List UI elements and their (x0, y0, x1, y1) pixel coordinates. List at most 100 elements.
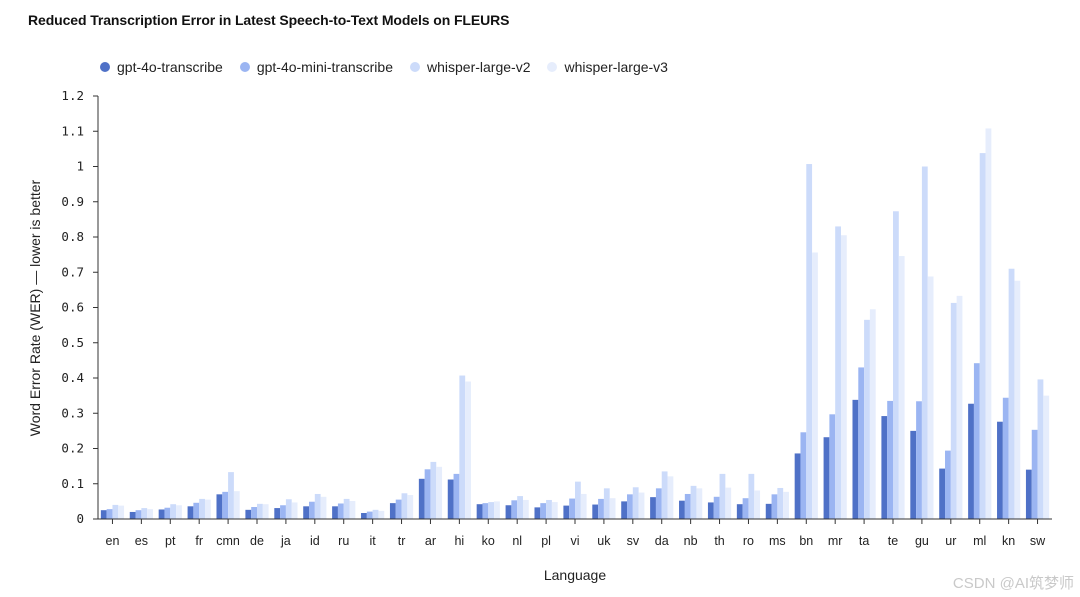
x-tick-label: tr (398, 534, 406, 548)
bar (361, 513, 367, 519)
bar (1025, 469, 1032, 519)
bar (997, 421, 1003, 519)
bar (916, 401, 922, 519)
bar (580, 493, 587, 519)
x-axis: en es pt fr cmn de ja id ru it tr ar hi ko nl pl vi uk sv d… (98, 518, 1052, 548)
y-tick-label: 0 (76, 511, 84, 526)
x-tick-label: cmn (216, 534, 240, 548)
bar (453, 473, 460, 519)
x-tick-label: ja (280, 534, 291, 548)
bar (332, 506, 338, 519)
bars (100, 128, 1050, 520)
bar (551, 502, 558, 519)
bar (603, 488, 610, 519)
bar (650, 497, 656, 519)
bar (661, 471, 668, 519)
bar (170, 504, 177, 519)
bar (719, 473, 726, 519)
bar (378, 510, 385, 519)
x-tick-label: ms (769, 534, 786, 548)
x-tick-label: hi (454, 534, 464, 548)
bar (569, 498, 575, 519)
x-tick-label: sv (627, 534, 640, 548)
bar (534, 507, 541, 519)
bar (742, 498, 749, 519)
y-tick-label: 1.1 (61, 123, 84, 138)
bar (621, 501, 628, 519)
bar (679, 500, 685, 519)
y-tick-label: 0.3 (61, 405, 84, 420)
bar (112, 504, 119, 519)
bar (840, 235, 847, 520)
bar (592, 504, 599, 519)
y-tick-label: 0.9 (61, 194, 84, 209)
legend-swatch (547, 62, 558, 72)
bar (482, 503, 489, 519)
bar (829, 414, 836, 519)
bar (349, 501, 356, 519)
bar (430, 461, 437, 519)
bar (1014, 280, 1021, 519)
bar (418, 478, 425, 519)
bar (222, 491, 229, 519)
bar (725, 487, 732, 519)
bar (540, 503, 547, 519)
bar (447, 479, 454, 519)
bar (517, 496, 523, 519)
bar (476, 504, 483, 519)
x-tick-label: uk (597, 534, 611, 548)
x-tick-label: bn (799, 534, 813, 548)
x-tick-label: nl (512, 534, 522, 548)
bar (366, 511, 373, 519)
x-tick-label: de (250, 534, 264, 548)
bar (262, 504, 269, 519)
legend-item-gpt-4o-transcribe: gpt-4o-transcribe (100, 59, 223, 75)
bar (147, 509, 153, 519)
bar (979, 153, 986, 520)
bar (176, 505, 182, 519)
bar (199, 498, 205, 519)
x-tick-label: te (888, 534, 898, 548)
bar (1037, 379, 1044, 519)
bar (609, 498, 616, 519)
bar (100, 510, 107, 519)
x-tick-label: ml (973, 534, 986, 548)
bar (459, 375, 466, 519)
legend-swatch (410, 62, 420, 72)
bar (233, 491, 240, 519)
bar (494, 501, 500, 519)
bar (187, 506, 194, 519)
legend-label: gpt-4o-transcribe (117, 59, 223, 75)
bar (164, 507, 171, 519)
x-tick-label: ko (482, 534, 495, 548)
bar (511, 500, 518, 519)
bar (280, 505, 286, 519)
x-tick-label: pt (165, 534, 176, 548)
bar (632, 487, 639, 519)
bar (794, 453, 801, 519)
bar (488, 502, 495, 519)
x-tick-label: id (310, 534, 320, 548)
bar (598, 498, 604, 519)
bar (881, 416, 888, 519)
legend-swatch (100, 62, 110, 72)
bar (465, 381, 471, 519)
bar (337, 503, 344, 519)
x-tick-label: en (106, 534, 120, 548)
x-tick-label: it (370, 534, 377, 548)
bar (736, 504, 743, 519)
bar (407, 495, 414, 519)
bar (320, 496, 327, 519)
x-tick-label: th (714, 534, 724, 548)
bar (193, 502, 200, 519)
bar (893, 211, 899, 519)
bar (765, 503, 772, 519)
x-tick-label: ur (945, 534, 956, 548)
bar (939, 468, 946, 519)
x-tick-label: gu (915, 534, 929, 548)
legend-item-whisper-large-v2: whisper-large-v2 (410, 59, 530, 75)
x-tick-label: es (135, 534, 148, 548)
bar (858, 367, 865, 519)
bar (158, 509, 165, 519)
bar (945, 450, 951, 519)
